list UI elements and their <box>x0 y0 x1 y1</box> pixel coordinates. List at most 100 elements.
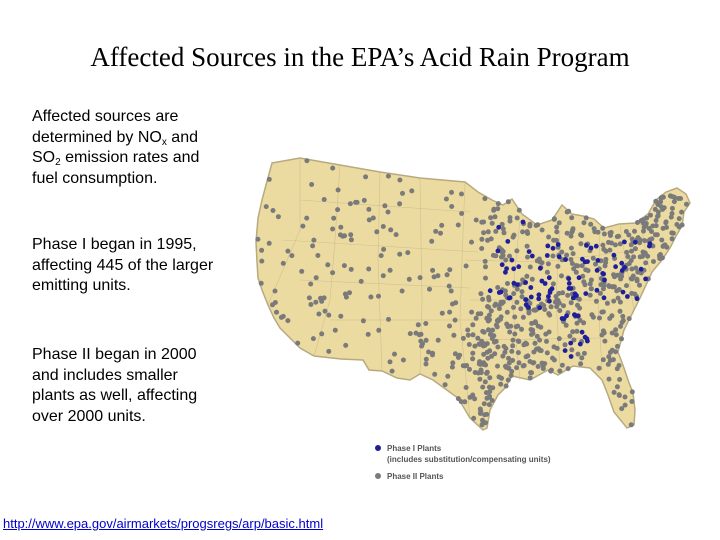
phase-two-plant-dot <box>583 267 589 273</box>
phase-two-plant-dot <box>635 220 640 225</box>
phase-two-plant-dot <box>480 296 486 302</box>
phase-two-plant-dot <box>484 349 490 355</box>
phase-two-plant-dot <box>559 249 565 255</box>
phase-two-plant-dot <box>483 420 488 426</box>
phase-two-plant-dot <box>597 315 602 321</box>
phase-two-plant-dot <box>462 363 468 369</box>
phase-two-plant-dot <box>588 277 594 283</box>
phase-two-plant-dot <box>387 267 393 273</box>
phase-two-plant-dot <box>353 199 359 205</box>
phase-two-plant-dot <box>499 375 504 381</box>
phase-two-plant-dot <box>452 317 458 323</box>
phase-one-plant-dot <box>568 354 574 359</box>
phase-one-plant-dot <box>496 224 502 230</box>
phase-two-plant-dot <box>409 188 415 194</box>
phase-one-plant-dot <box>601 295 607 301</box>
phase-two-plant-dot <box>459 211 465 216</box>
phase-two-plant-dot <box>491 339 497 345</box>
phase-one-plant-dot <box>638 266 644 272</box>
phase-two-plant-dot <box>485 304 490 309</box>
phase-two-plant-dot <box>479 246 485 251</box>
phase-two-plant-dot <box>519 294 525 300</box>
source-link[interactable]: http://www.epa.gov/airmarkets/progsregs/… <box>3 516 324 531</box>
phase-two-plant-dot <box>551 237 557 243</box>
phase-two-plant-dot <box>503 257 509 263</box>
phase-two-plant-dot <box>590 314 596 320</box>
phase-two-plant-dot <box>616 233 621 239</box>
phase-one-plant-dot <box>622 239 627 245</box>
phase-two-plant-dot <box>619 319 625 325</box>
phase-two-plant-dot <box>607 315 613 321</box>
phase-two-plant-dot <box>609 240 614 246</box>
phase-two-plant-dot <box>514 365 520 371</box>
phase-two-plant-dot <box>629 248 634 254</box>
phase-one-plant-dot <box>528 285 534 290</box>
phase-two-plant-dot <box>551 216 557 222</box>
phase-two-plant-dot <box>325 262 331 268</box>
phase-two-plant-dot <box>423 361 429 367</box>
phase-two-plant-dot <box>568 300 574 306</box>
phase-two-plant-dot <box>495 206 501 212</box>
phase-two-plant-dot <box>492 351 498 357</box>
phase-two-plant-dot <box>470 350 476 356</box>
phase-two-plant-dot <box>486 384 492 390</box>
phase-two-plant-dot <box>486 317 492 323</box>
phase-two-plant-dot <box>659 237 665 243</box>
phase-two-plant-dot <box>496 306 502 312</box>
phase-two-plant-dot <box>495 318 501 324</box>
phase-two-plant-dot <box>530 330 536 336</box>
phase-one-plant-dot <box>625 294 630 299</box>
legend-phase-one-note: (includes substitution/compensating unit… <box>387 455 551 464</box>
phase-two-plant-dot <box>431 274 437 280</box>
phase-two-plant-dot <box>498 381 504 387</box>
phase-two-plant-dot <box>516 207 522 213</box>
phase-two-plant-dot <box>535 364 541 369</box>
phase-two-plant-dot <box>483 264 488 270</box>
phase-two-plant-dot <box>463 263 469 269</box>
phase-two-plant-dot <box>363 174 369 180</box>
phase-two-plant-dot <box>500 226 506 232</box>
phase-two-plant-dot <box>495 201 501 207</box>
phase-two-plant-dot <box>465 327 471 333</box>
phase-two-plant-dot <box>483 390 489 396</box>
so2-subscript: 2 <box>55 157 61 168</box>
phase-two-plant-dot <box>512 314 518 320</box>
phase-two-plant-dot <box>466 342 472 347</box>
phase-two-plant-dot <box>477 341 483 347</box>
phase-two-plant-dot <box>447 323 452 329</box>
phase-two-plant-dot <box>266 240 272 246</box>
phase-two-plant-dot <box>285 318 291 324</box>
phase-one-plant-dot <box>588 245 594 251</box>
phase-two-plant-dot <box>535 222 541 228</box>
phase-two-plant-dot <box>389 368 395 374</box>
phase-two-plant-dot <box>304 158 310 164</box>
phase-two-plant-dot <box>507 218 513 224</box>
phase-two-plant-dot <box>523 354 529 360</box>
phase-two-plant-dot <box>556 336 562 342</box>
phase-two-plant-dot <box>596 365 602 371</box>
phase-one-plant-dot <box>566 276 572 282</box>
phase-two-plant-dot <box>347 290 352 296</box>
phase-two-plant-dot <box>575 302 580 308</box>
phase-two-plant-dot <box>500 353 506 359</box>
phase-two-plant-dot <box>615 343 620 349</box>
phase-one-plant-dot <box>523 280 528 285</box>
phase-two-plant-dot <box>637 237 643 243</box>
phase-two-plant-dot <box>481 351 487 357</box>
phase-two-plant-dot <box>470 392 476 398</box>
phase-two-plant-dot <box>501 343 507 349</box>
p3-line4: over 2000 units. <box>32 407 146 425</box>
phase-two-plant-dot <box>447 267 453 273</box>
phase-two-plant-dot <box>684 201 689 207</box>
phase-one-plant-dot <box>613 264 618 270</box>
phase-two-plant-dot <box>653 198 659 204</box>
phase-one-plant-dot <box>546 294 551 299</box>
phase-two-plant-dot <box>606 354 612 360</box>
phase-two-plant-dot <box>528 327 534 332</box>
phase-two-plant-dot <box>477 376 483 382</box>
phase-two-plant-dot <box>318 295 323 301</box>
state-border-line <box>267 158 301 306</box>
phase-two-plant-dot <box>472 343 478 349</box>
phase-two-plant-dot <box>642 238 648 244</box>
phase-two-plant-dot <box>482 412 488 418</box>
